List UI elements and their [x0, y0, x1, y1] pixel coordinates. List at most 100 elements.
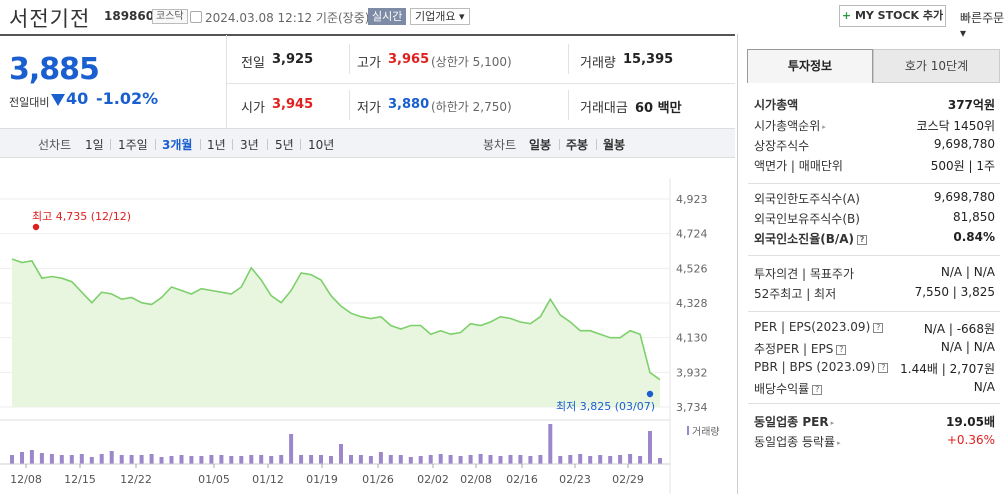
y-tick-label: 4,130: [676, 332, 708, 345]
expand-arrow-icon[interactable]: ▸: [837, 438, 841, 447]
company-overview-button[interactable]: 기업개요 ▾: [410, 8, 470, 25]
x-tick-label: 02/02: [417, 473, 449, 486]
low-label: 저가: [357, 101, 381, 116]
info-label: 추정PER | EPS?: [754, 340, 847, 357]
expand-arrow-icon[interactable]: ▸: [822, 122, 826, 131]
divider: [349, 44, 350, 74]
volume-bar: [259, 455, 264, 464]
volume-bar: [608, 456, 613, 464]
volume-bar: [299, 455, 304, 464]
volume-bar: [658, 458, 662, 464]
help-icon[interactable]: ?: [836, 344, 847, 355]
realtime-button[interactable]: 실시간: [368, 8, 407, 25]
legend-swatch: [687, 426, 689, 435]
high-marker: [32, 223, 40, 231]
header-divider: [0, 34, 735, 36]
open-value: 3,945: [272, 97, 314, 112]
candle-chart-label: 봉차트: [483, 138, 517, 152]
fast-order-button[interactable]: 빠른주문 ▾: [960, 11, 1005, 40]
info-row: 시가총액 377억원: [754, 96, 995, 116]
volume-bar: [49, 454, 54, 464]
info-row: PER | EPS(2023.09)? N/A | -668원: [754, 320, 995, 340]
x-tick-label: 02/23: [559, 473, 591, 486]
tab-invest-info[interactable]: 투자정보: [747, 49, 873, 83]
candle-daily[interactable]: 일봉: [529, 138, 552, 152]
volume-bar: [349, 455, 353, 464]
help-icon[interactable]: ?: [873, 322, 884, 333]
divider: [568, 44, 569, 74]
period-10y[interactable]: 10년: [308, 138, 335, 152]
market-badge: 코스닥: [152, 9, 188, 24]
volume-bar: [89, 457, 94, 464]
volume-bar: [418, 456, 423, 464]
add-mystock-button[interactable]: + MY STOCK 추가: [839, 5, 946, 27]
candle-weekly[interactable]: 주봉: [566, 138, 589, 152]
info-value: 377억원: [947, 98, 995, 112]
volume-bar: [109, 451, 114, 464]
info-label: 액면가 | 매매단위: [754, 159, 843, 173]
info-label: 동일업종 등락률 ▸: [754, 435, 841, 449]
x-tick-label: 12/22: [120, 473, 152, 486]
volume-bar: [59, 455, 64, 464]
volume-bar: [209, 455, 214, 464]
info-value: 9,698,780: [933, 137, 995, 151]
volume-bar: [538, 455, 543, 464]
y-tick-label: 4,724: [676, 228, 708, 241]
high-label: 고가: [357, 56, 381, 71]
volume-bar: [518, 455, 523, 464]
price-diff-percent: -1.02%: [96, 89, 159, 108]
info-value: N/A | N/A: [940, 265, 995, 279]
volume-bar: [319, 455, 323, 464]
lower-limit: (하한가 2,750): [431, 100, 512, 114]
price-diff: 40: [66, 89, 89, 108]
volume-bar: [458, 456, 463, 464]
volume-bar: [169, 456, 174, 464]
volume-bar: [189, 456, 194, 464]
period-1w[interactable]: 1주일: [118, 138, 148, 152]
volume-bar: [159, 457, 164, 464]
volume-bar: [309, 455, 314, 464]
period-1y[interactable]: 1년: [207, 138, 226, 152]
period-3m[interactable]: 3개월: [162, 138, 193, 152]
volume-bar: [358, 455, 363, 464]
volume-bar: [468, 455, 473, 464]
volume-bar: [139, 455, 144, 464]
info-row: 외국인한도주식수(A) 9,698,780: [754, 190, 995, 210]
info-row: 동일업종 등락률 ▸ +0.36%: [754, 433, 995, 453]
info-value: N/A: [973, 380, 995, 394]
plus-icon: +: [841, 9, 852, 22]
volume-value: 15,395: [623, 52, 674, 67]
volume-bar: [398, 455, 403, 464]
period-bar: 선차트 1일 1주일 3개월 1년 3년 5년 10년 봉차트 일봉 주봉 월봉: [0, 128, 735, 158]
volume-bar: [79, 454, 84, 464]
candle-monthly[interactable]: 월봉: [603, 138, 626, 152]
amount-value: 60 백만: [635, 101, 682, 116]
help-icon[interactable]: ?: [857, 234, 868, 245]
period-1d[interactable]: 1일: [85, 138, 104, 152]
help-icon[interactable]: ?: [812, 384, 823, 395]
tab-order-book[interactable]: 호가 10단계: [873, 49, 1000, 83]
info-value: N/A | -668원: [923, 322, 995, 336]
price-line: [11, 258, 661, 381]
info-row: 외국인보유주식수(B) 81,850: [754, 210, 995, 230]
x-tick-label: 01/19: [306, 473, 338, 486]
price-chart[interactable]: 4,923 4,724 4,526 4,328 4,130 3,932 3,734 최고 4,…: [0, 158, 735, 494]
volume-bar: [628, 454, 633, 464]
info-label: 투자의견 | 목표주가: [754, 267, 854, 281]
down-arrow-icon: [51, 94, 65, 106]
low-annotation: 최저 3,825 (03/07): [556, 400, 655, 413]
period-3y[interactable]: 3년: [240, 138, 259, 152]
volume-bar: [29, 450, 34, 464]
y-tick-label: 4,328: [676, 297, 708, 310]
info-row: 외국인소진율(B/A)? 0.84%: [754, 230, 995, 250]
price-area: [12, 259, 660, 407]
divider: [568, 90, 569, 120]
volume-bar: [498, 456, 503, 464]
open-label: 시가: [241, 101, 265, 116]
volume-bar: [20, 452, 24, 464]
expand-arrow-icon[interactable]: ▸: [830, 418, 835, 427]
help-icon[interactable]: ?: [878, 362, 889, 373]
info-label: 배당수익률?: [754, 380, 823, 397]
period-5y[interactable]: 5년: [275, 138, 294, 152]
volume-bar: [408, 457, 413, 464]
